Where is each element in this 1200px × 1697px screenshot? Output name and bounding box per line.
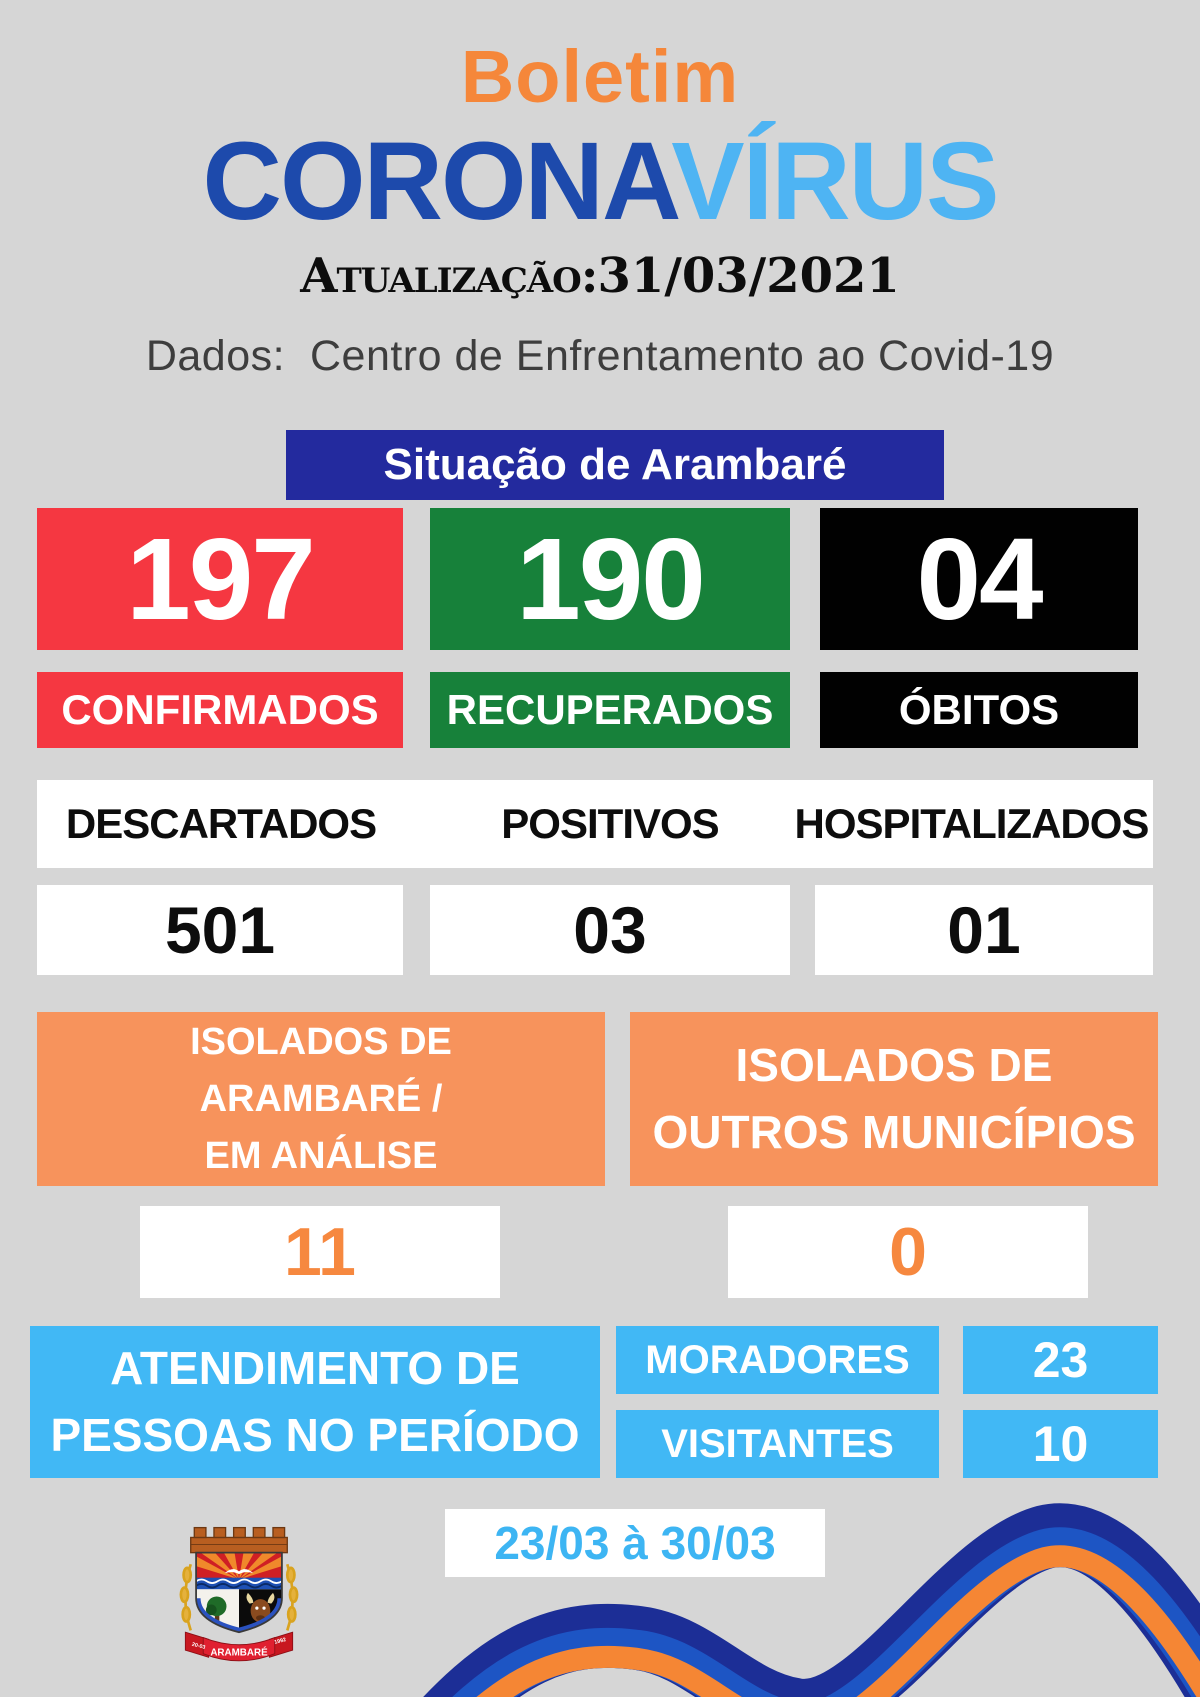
wave-line-dark-icon xyxy=(196,1583,282,1589)
isolated-arambare-label-box: ISOLADOS DE ARAMBARÉ / EM ANÁLISE xyxy=(37,1012,605,1186)
attendance-title-box: ATENDIMENTO DE PESSOAS NO PERÍODO xyxy=(30,1326,600,1478)
update-label: Atualização: xyxy=(300,248,598,304)
hospitalized-label: HOSPITALIZADOS xyxy=(794,800,1150,847)
bull-head-icon xyxy=(246,1592,275,1623)
isolated-other-line-2: OUTROS MUNICÍPIOS xyxy=(652,1106,1136,1158)
ribbon-date-left: 20-03 xyxy=(191,1642,206,1651)
confirmed-label-box: CONFIRMADOS xyxy=(37,672,403,748)
ribbon-date-right: 1992 xyxy=(274,1637,287,1646)
discarded-label: DESCARTADOS xyxy=(65,800,377,847)
isolated-other-value-box: 0 xyxy=(728,1206,1088,1298)
bulletin-kicker: Boletim xyxy=(460,35,740,118)
isolated-arambare-line-1: ISOLADOS DE xyxy=(190,1020,452,1063)
attendance-title-line-2: PESSOAS NO PERÍODO xyxy=(50,1409,580,1461)
period-box: 23/03 à 30/03 xyxy=(445,1509,825,1577)
tree-shade xyxy=(205,1604,217,1616)
attendance-title-line-1: ATENDIMENTO DE xyxy=(110,1342,520,1395)
wheat-stalks-icon xyxy=(179,1563,299,1631)
recovered-label-box: RECUPERADOS xyxy=(430,672,790,748)
wave-ribbon-decoration xyxy=(423,1503,1200,1697)
ribbon-banner: 20-03 ARAMBARÉ 1992 xyxy=(184,1631,294,1662)
data-source-line: Dados: Centro de Enfrentamento ao Covid-… xyxy=(145,332,1055,380)
secondary-stats-band xyxy=(37,780,1153,868)
recovered-value-box: 190 xyxy=(430,508,790,650)
deaths-label-box: ÓBITOS xyxy=(820,672,1138,748)
water-band xyxy=(196,1577,282,1590)
ribbon-city-name: ARAMBARÉ xyxy=(210,1646,268,1658)
positives-value-box: 03 xyxy=(430,885,790,975)
deaths-value-box: 04 xyxy=(820,508,1138,650)
discarded-value-box: 501 xyxy=(37,885,403,975)
situation-banner: Situação de Arambaré xyxy=(286,430,944,500)
isolated-other-label-box: ISOLADOS DE OUTROS MUNICÍPIOS xyxy=(630,1012,1158,1186)
isolated-other-line-1: ISOLADOS DE xyxy=(735,1039,1053,1092)
isolated-arambare-value-box: 11 xyxy=(140,1206,500,1298)
visitors-label-box: VISITANTES xyxy=(616,1410,939,1478)
wave-line-icon xyxy=(196,1578,282,1584)
confirmed-value-box: 197 xyxy=(37,508,403,650)
residents-label-box: MORADORES xyxy=(616,1326,939,1394)
positives-label: POSITIVOS xyxy=(501,800,719,847)
title-corona: CORONA xyxy=(202,120,674,243)
update-date: 31/03/2021 xyxy=(597,248,900,304)
visitors-value-box: 10 xyxy=(963,1410,1158,1478)
isolated-arambare-line-2: ARAMBARÉ / xyxy=(199,1077,443,1120)
shield-outline xyxy=(195,1551,283,1634)
hospitalized-value-box: 01 xyxy=(815,885,1153,975)
bird-icon xyxy=(224,1569,254,1575)
isolated-arambare-line-3: EM ANÁLISE xyxy=(204,1134,438,1177)
update-line: Atualização:31/03/2021 xyxy=(0,248,1200,304)
residents-value-box: 23 xyxy=(963,1326,1158,1394)
wave-orange-stripe xyxy=(476,1545,1200,1697)
bulletin-title: CORONAVÍRUS xyxy=(0,118,1200,245)
mural-crown-icon xyxy=(190,1526,288,1554)
arambare-coat-of-arms: 20-03 ARAMBARÉ 1992 xyxy=(179,1526,299,1662)
title-virus: VÍRUS xyxy=(671,120,999,243)
